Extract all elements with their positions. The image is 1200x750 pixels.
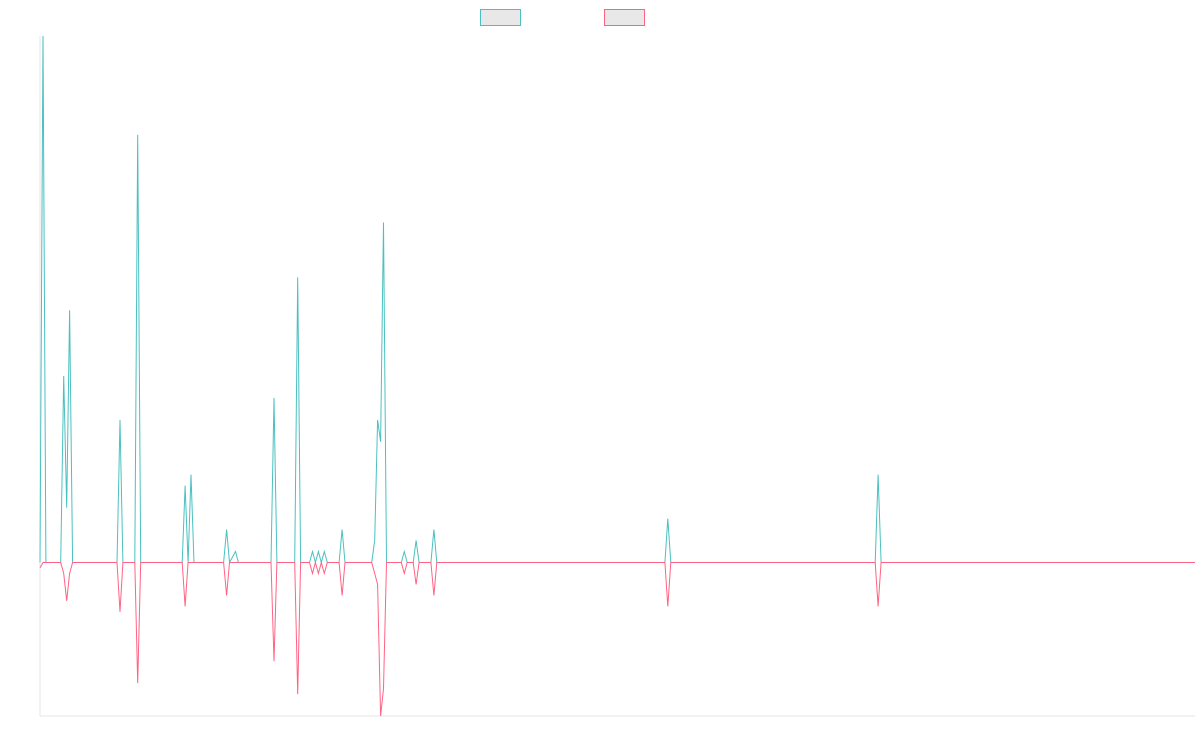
legend-swatch-1[interactable] xyxy=(480,9,521,26)
series-layer xyxy=(39,35,1195,717)
series-line-1 xyxy=(39,35,1195,565)
legend-swatch-2[interactable] xyxy=(604,9,645,26)
series-line-2 xyxy=(39,560,1195,717)
legend[interactable] xyxy=(480,9,645,26)
